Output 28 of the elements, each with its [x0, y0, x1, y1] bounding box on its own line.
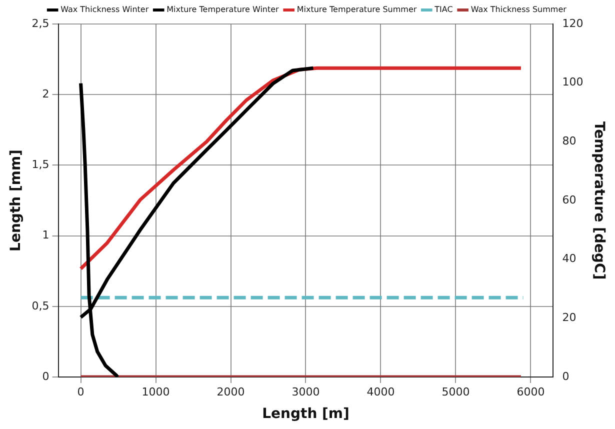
y-axis-title: Length [mm]: [8, 150, 24, 252]
legend-label: Mixture Temperature Summer: [296, 5, 418, 14]
y-tick-label: 1: [42, 228, 50, 242]
legend-label: Wax Thickness Summer: [470, 5, 568, 14]
x-tick-label: 4000: [366, 385, 395, 398]
legend-label: Mixture Temperature Winter: [166, 5, 280, 14]
y-tick-label: 0: [42, 370, 50, 383]
x-axis-title: Length [m]: [262, 406, 350, 422]
x-tick-label: 2000: [216, 385, 245, 398]
y2-tick-label: 60: [562, 193, 576, 206]
x-tick-label: 3000: [292, 385, 320, 398]
x-tick-label: 5000: [442, 385, 470, 398]
x-tick-label: 6000: [516, 385, 545, 398]
y2-tick-label: 100: [562, 76, 584, 89]
y2-tick-label: 40: [562, 252, 576, 266]
y2-axis-title: Temperature [degC]: [590, 121, 607, 280]
legend-label: TIAC: [434, 5, 454, 14]
y2-tick-label: 0: [562, 370, 570, 383]
y-tick-label: 0,5: [32, 299, 50, 312]
y2-tick-label: 20: [562, 311, 576, 324]
y2-tick-label: 120: [562, 16, 584, 30]
y-tick-label: 2: [42, 87, 50, 100]
legend-label: Wax Thickness Winter: [60, 5, 150, 14]
y-tick-label: 1,5: [32, 158, 50, 172]
x-tick-label: 1000: [142, 385, 170, 398]
y-tick-label: 2,5: [32, 16, 50, 30]
y2-tick-label: 80: [562, 134, 576, 148]
x-tick-label: 0: [77, 385, 84, 398]
